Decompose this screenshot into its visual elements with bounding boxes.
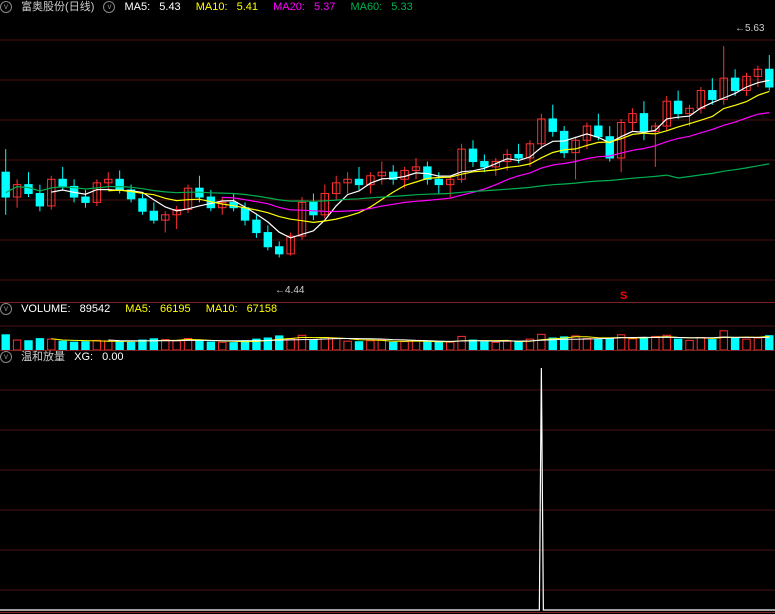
ma5-label: MA5: 5.43 <box>125 1 187 13</box>
ind-expand-icon[interactable]: v <box>0 351 12 363</box>
ma20-label: MA20: 5.37 <box>273 1 341 13</box>
price-header: v 富奥股份(日线) v MA5: 5.43 MA10: 5.41 MA20: … <box>0 0 425 14</box>
ma10-label: MA10: 5.41 <box>196 1 264 13</box>
indicator-chart[interactable] <box>0 350 775 612</box>
indicator-xg: XG: 0.00 <box>74 351 129 363</box>
vol-ma10-label: MA10: 67158 <box>206 303 283 315</box>
expand-icon[interactable]: v <box>0 1 12 13</box>
indicator-header: v 温和放量 XG: 0.00 <box>0 350 136 364</box>
indicator-name: 温和放量 <box>21 351 65 363</box>
volume-label: VOLUME: 89542 <box>21 303 116 315</box>
volume-header: v VOLUME: 89542 MA5: 66195 MA10: 67158 <box>0 302 289 316</box>
indicator-panel: v 温和放量 XG: 0.00 <box>0 350 775 613</box>
ma60-label: MA60: 5.33 <box>350 1 418 13</box>
vol-expand-icon[interactable]: v <box>0 303 12 315</box>
stock-title: 富奥股份(日线) <box>21 1 94 13</box>
low-annotation: ←4.44 <box>275 285 304 296</box>
high-annotation: ←5.63 <box>735 23 764 34</box>
ma-expand-icon[interactable]: v <box>103 1 115 13</box>
stock-chart-container: v 富奥股份(日线) v MA5: 5.43 MA10: 5.41 MA20: … <box>0 0 775 614</box>
price-panel: v 富奥股份(日线) v MA5: 5.43 MA10: 5.41 MA20: … <box>0 0 775 303</box>
price-chart[interactable] <box>0 0 775 302</box>
vol-ma5-label: MA5: 66195 <box>125 303 196 315</box>
volume-panel: v VOLUME: 89542 MA5: 66195 MA10: 67158 <box>0 302 775 351</box>
sell-marker: S <box>620 290 627 302</box>
